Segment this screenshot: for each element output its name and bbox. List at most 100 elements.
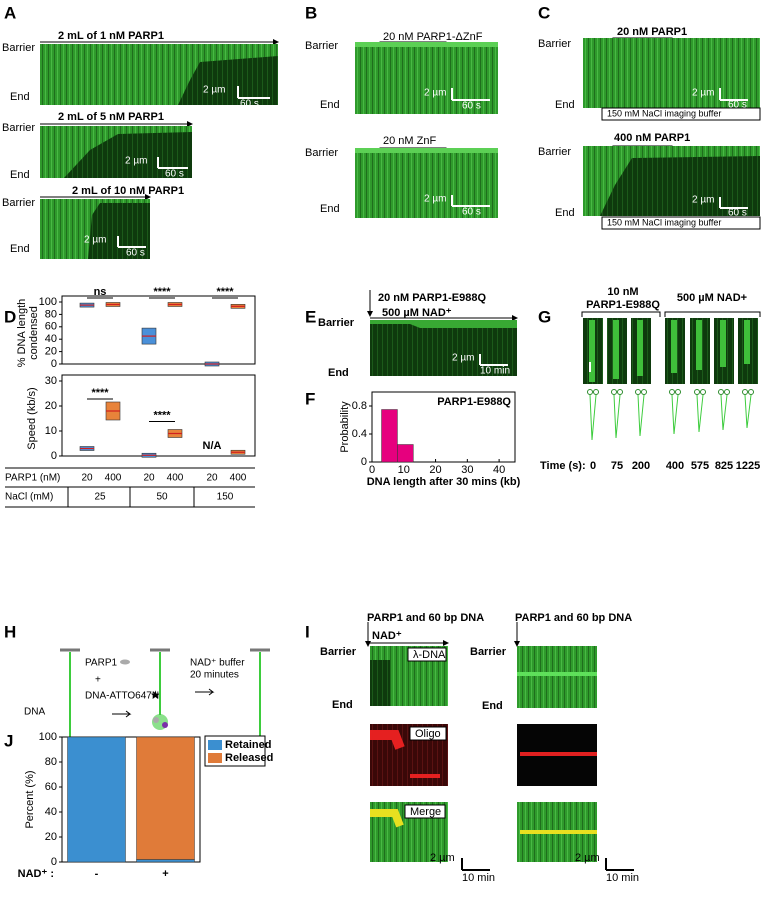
y-axis-label: Speed (kb/s): [26, 387, 38, 449]
barrier-label: Barrier: [2, 122, 35, 134]
scale-label: 60 s: [462, 207, 481, 218]
end-label: End: [482, 700, 503, 712]
barrier-label: Barrier: [470, 646, 507, 658]
bead: [675, 389, 681, 395]
condensed-region: [64, 132, 192, 178]
label: DNA: [24, 707, 45, 718]
bar-segment: [136, 736, 195, 860]
panel-label: C: [538, 3, 550, 22]
y-tick-label: 40: [45, 806, 57, 818]
barrier-label: Barrier: [305, 147, 338, 159]
panel-b: 20 nM PARP1-ΔZnF Barrier End 2 µm 60 s 20…: [305, 31, 498, 218]
scale-label: 2 µm: [692, 88, 714, 99]
x-tick-label: -: [95, 868, 99, 880]
x-axis-label: DNA length after 30 mins (kb): [367, 476, 521, 488]
legend-entry: Released: [225, 752, 273, 764]
significance: ****: [153, 286, 171, 298]
legend-swatch: [208, 740, 222, 750]
trace: [637, 394, 645, 437]
label: PARP1: [85, 658, 117, 669]
panel-i: PARP1 and 60 bp DNA NAD⁺ Barrier End λ-D…: [320, 612, 639, 884]
end-label: End: [10, 169, 30, 181]
y-tick-label: 0: [361, 456, 367, 468]
y-tick-label: 10: [45, 425, 57, 437]
panel-label: D: [4, 307, 16, 326]
trace: [589, 394, 597, 441]
table-cell: NaCl (mM): [5, 492, 53, 503]
barrier-band: [355, 148, 498, 153]
dna-band: [637, 320, 643, 376]
time: 0: [590, 460, 596, 472]
scale-label: 10 min: [606, 872, 639, 884]
channel-label: λ-DNA: [413, 649, 446, 661]
kymograph: [370, 320, 517, 376]
bar: [397, 444, 414, 463]
condensed-region: [178, 56, 278, 105]
y-axis-label: Percent (%): [24, 770, 36, 828]
kymograph: [583, 38, 760, 108]
x-tick-label: 10: [398, 464, 410, 476]
y-tick-label: 20: [45, 400, 57, 412]
bead: [669, 389, 675, 395]
scale-bar: 2 µm 60 s: [424, 88, 490, 112]
bead: [742, 389, 748, 395]
condition: PARP1 and 60 bp DNA: [367, 612, 484, 624]
annotation: N/A: [203, 440, 222, 452]
condition: 20 nM PARP1: [617, 26, 687, 38]
scale-bar: 2 µm 60 s: [424, 194, 490, 218]
x-tick-label: 0: [369, 464, 375, 476]
scale-label: 60 s: [165, 169, 184, 180]
legend-swatch: [208, 753, 222, 763]
scale-bar: 2 µm 60 s: [203, 85, 270, 110]
panel-g: 10 nM PARP1-E988Q 500 µM NAD+ Time (s): …: [540, 286, 761, 472]
legend-entry: Retained: [225, 739, 271, 751]
channel-label: Oligo: [415, 728, 441, 740]
scale-label: 2 µm: [430, 852, 455, 864]
table-cell: 400: [105, 473, 122, 484]
condition: 20 nM PARP1-ΔZnF: [383, 31, 483, 43]
end-label: End: [555, 99, 575, 111]
svg-text:★: ★: [150, 688, 161, 702]
y-tick-label: 0.4: [352, 428, 367, 440]
dna-band: [589, 320, 595, 382]
barrier-label: Barrier: [538, 38, 571, 50]
y-tick-label: 20: [45, 346, 57, 358]
panel-label: J: [4, 731, 13, 750]
dna-band: [370, 320, 517, 328]
panel-e: 20 nM PARP1-E988Q 500 µM NAD⁺ Barrier En…: [318, 290, 518, 379]
condition: NAD⁺: [372, 630, 402, 642]
table-cell: 25: [94, 492, 106, 503]
channel-label: Merge: [410, 806, 441, 818]
trace: [671, 394, 679, 435]
y-tick-label: 60: [45, 321, 57, 333]
panel-label: A: [4, 3, 16, 22]
dna-band: [613, 320, 619, 379]
x-tick-label: 30: [461, 464, 473, 476]
bead: [694, 389, 700, 395]
buffer-box: [601, 216, 761, 230]
panel-h: DNA PARP1 + DNA-ATTO647N ★ NAD⁺ buffer 2…: [24, 648, 270, 760]
bead: [593, 389, 599, 395]
scale-label: 2 µm: [203, 85, 225, 96]
bar: [381, 409, 398, 463]
scale-label: 2 µm: [575, 852, 600, 864]
x-tick-label: +: [162, 868, 168, 880]
barrier-label: Barrier: [305, 40, 338, 52]
barrier-label: Barrier: [320, 646, 357, 658]
scale-bar: 2 µm 60 s: [692, 195, 748, 219]
dna-band: [696, 320, 702, 370]
barrier-label: Barrier: [318, 317, 355, 329]
dna-band: [671, 320, 677, 373]
y-tick-label: 0: [51, 450, 57, 462]
significance: ****: [216, 286, 234, 298]
significance: ****: [91, 387, 109, 399]
scale-label: 60 s: [126, 248, 145, 259]
panel-label: H: [4, 622, 16, 641]
time: 1225: [736, 460, 760, 472]
y-axis-label: condensed: [28, 306, 40, 360]
bead: [587, 389, 593, 395]
label: 20 minutes: [190, 670, 239, 681]
x-tick-label: 40: [493, 464, 505, 476]
scale-label: 2 µm: [692, 195, 714, 206]
panel-c: 20 nM PARP1 Barrier End 2 µm 60 s 150 mM …: [538, 26, 761, 230]
